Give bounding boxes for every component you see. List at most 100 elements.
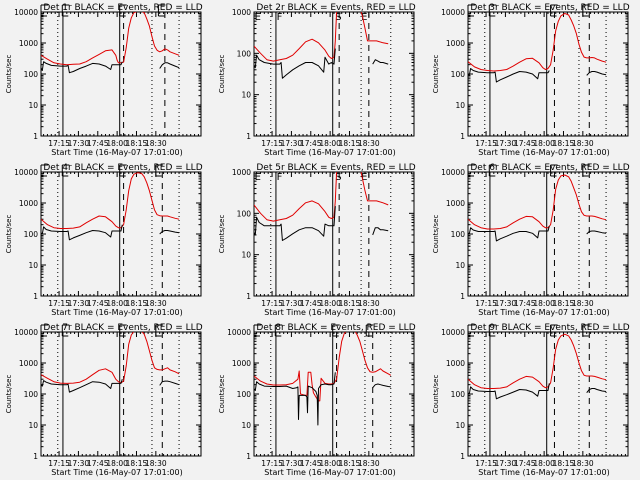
x-tick-label: 17:45 [514, 459, 536, 468]
y-tick-label: 10000 [441, 168, 465, 177]
x-tick-label: 18:30 [358, 139, 380, 148]
interval-bracket [40, 4, 48, 17]
x-tick-label: 17:30 [281, 139, 303, 148]
x-tick-label: 17:45 [87, 459, 109, 468]
series-line-lld [468, 333, 607, 389]
y-axis-label: Counts/sec [218, 55, 226, 94]
plot-frame [467, 331, 629, 457]
x-axis-label: Start Time (16-May-07 17:01:00) [478, 148, 609, 157]
x-tick-label: 17:30 [68, 459, 90, 468]
x-tick-label: 17:45 [300, 139, 322, 148]
y-tick-label: 10 [455, 421, 465, 430]
x-tick-label: 17:45 [514, 139, 536, 148]
x-tick-label: 18:00 [106, 459, 128, 468]
y-axis-label: Counts/sec [5, 55, 13, 94]
x-tick-label: 18:30 [358, 299, 380, 308]
y-tick-label: 10000 [14, 168, 38, 177]
series-line-events [468, 68, 607, 83]
series-group [41, 172, 180, 241]
y-tick-label: 10 [241, 251, 251, 260]
detector-panel-4: Det 4r BLACK = Events, RED = LLD 1 10 100 10… [5, 163, 203, 317]
interval-flag-label: F [277, 172, 283, 183]
x-tick-label: 17:30 [281, 299, 303, 308]
y-tick-label: 1 [33, 452, 38, 461]
x-tick-label: 17:45 [87, 139, 109, 148]
y-tick-label: 10000 [441, 8, 465, 17]
x-axis-label: Start Time (16-May-07 17:01:00) [478, 468, 609, 477]
series-group [254, 172, 389, 241]
y-tick-label: 1 [246, 452, 251, 461]
x-tick-label: 18:30 [145, 459, 167, 468]
y-tick-label: 1000 [446, 199, 465, 208]
x-tick-label: 18:00 [533, 299, 555, 308]
x-tick-label: 18:15 [553, 459, 575, 468]
x-tick-label: 17:30 [68, 139, 90, 148]
x-tick-label: 17:45 [300, 459, 322, 468]
x-tick-label: 18:30 [145, 139, 167, 148]
y-tick-label: 1000 [232, 8, 251, 17]
x-axis-label: Start Time (16-May-07 17:01:00) [51, 468, 182, 477]
interval-flag-label: S [335, 12, 341, 23]
series-group [468, 333, 607, 400]
x-tick-label: 17:15 [48, 139, 70, 148]
interval-bracket [488, 164, 497, 177]
x-tick-label: 17:45 [300, 299, 322, 308]
interval-bracket [157, 4, 166, 17]
interval-bracket [467, 164, 475, 177]
x-tick-label: 17:15 [261, 459, 283, 468]
series-line-events [254, 48, 389, 79]
x-tick-label: 17:15 [48, 459, 70, 468]
panel-title: Det 4r BLACK = Events, RED = LLD [43, 163, 202, 173]
x-axis-label: Start Time (16-May-07 17:01:00) [264, 468, 395, 477]
plot-frame [40, 171, 202, 297]
x-tick-label: 18:30 [572, 459, 594, 468]
interval-flag-label: S [335, 172, 341, 183]
x-axis-label: Start Time (16-May-07 17:01:00) [51, 308, 182, 317]
y-tick-label: 1000 [446, 359, 465, 368]
series-line-lld [41, 172, 180, 229]
x-tick-label: 17:15 [261, 299, 283, 308]
series-group [254, 332, 392, 426]
x-tick-label: 17:15 [475, 459, 497, 468]
interval-flag-label: F [277, 12, 283, 23]
detector-panel-9: Det 9r BLACK = Events, RED = LLD 1 10 100 10… [432, 323, 630, 477]
x-tick-label: 17:45 [514, 299, 536, 308]
y-tick-label: 1 [33, 132, 38, 141]
y-axis-label: Counts/sec [432, 215, 440, 254]
interval-bracket [550, 4, 558, 17]
y-axis-label: Counts/sec [218, 375, 226, 414]
x-tick-label: 17:15 [48, 299, 70, 308]
plot-frame [40, 331, 202, 457]
x-tick-label: 17:30 [495, 459, 517, 468]
series-line-events [468, 225, 607, 242]
x-tick-label: 17:15 [475, 139, 497, 148]
y-tick-label: 10 [28, 421, 38, 430]
panel-title: Det 2r BLACK = Events, RED = LLD [256, 3, 415, 13]
interval-bracket [40, 164, 48, 177]
series-line-events [41, 224, 180, 241]
series-line-events [468, 383, 607, 400]
y-tick-label: 10 [455, 101, 465, 110]
y-tick-label: 1 [460, 452, 465, 461]
panel-title: Det 6r BLACK = Events, RED = LLD [470, 163, 629, 173]
series-group [41, 332, 180, 393]
series-line-lld [468, 174, 607, 230]
plot-frame [467, 171, 629, 297]
interval-bracket [488, 324, 497, 337]
y-tick-label: 1000 [19, 199, 38, 208]
x-tick-label: 18:30 [358, 459, 380, 468]
x-tick-label: 17:30 [281, 459, 303, 468]
interval-bracket [61, 4, 70, 17]
x-tick-label: 18:00 [106, 139, 128, 148]
series-line-lld [41, 332, 180, 384]
x-tick-label: 17:45 [87, 299, 109, 308]
y-tick-label: 1000 [232, 359, 251, 368]
series-line-lld [468, 12, 607, 72]
x-tick-label: 18:00 [319, 459, 341, 468]
interval-bracket [550, 164, 558, 177]
interval-bracket [582, 164, 590, 177]
y-tick-label: 1 [460, 132, 465, 141]
y-axis-label: Counts/sec [5, 375, 13, 414]
interval-flag-label: E [255, 12, 261, 23]
